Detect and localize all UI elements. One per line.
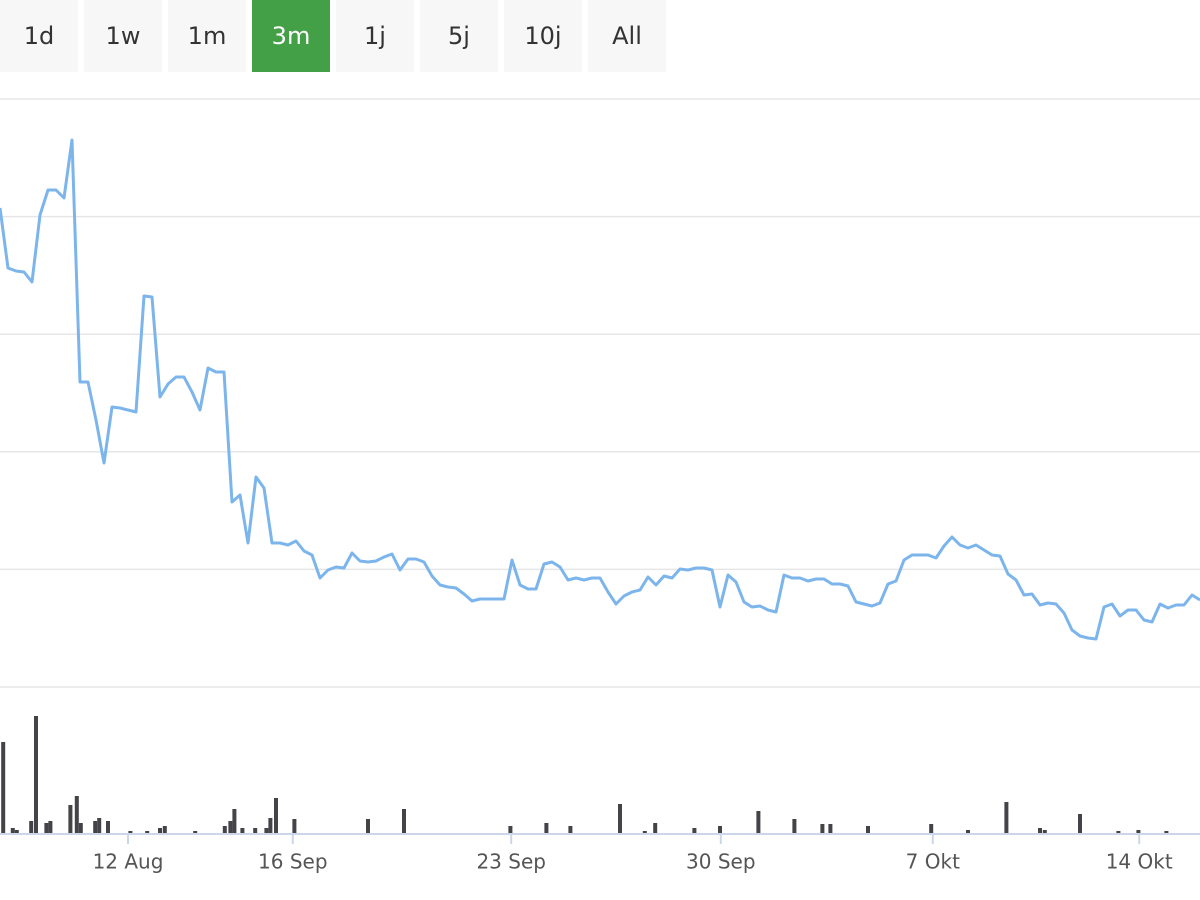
volume-bar [929, 824, 934, 833]
volume-bar [44, 823, 49, 833]
volume-bar [756, 811, 761, 833]
volume-bar [653, 823, 658, 833]
range-button[interactable]: 1w [84, 0, 162, 72]
volume-bar [14, 830, 19, 833]
volume-bar [1164, 831, 1169, 833]
range-button[interactable]: All [588, 0, 666, 72]
x-tick-label: 7 Okt [906, 850, 960, 874]
range-button[interactable]: 1d [0, 0, 78, 72]
volume-bar [232, 809, 237, 833]
volume-bar [1078, 814, 1082, 833]
volume-bar [193, 831, 198, 833]
volume-bar [274, 798, 278, 833]
volume-bar [618, 804, 622, 833]
volume-bar [866, 826, 870, 833]
x-tick-label: 12 Aug [93, 850, 164, 874]
volume-bar [264, 828, 269, 833]
volume-bar [268, 818, 273, 833]
volume-bar [162, 826, 167, 833]
volume-bar [792, 819, 797, 833]
volume-bar [10, 828, 15, 833]
range-button[interactable]: 5j [420, 0, 498, 72]
volume-bar [366, 819, 370, 833]
volume-bar [253, 828, 258, 833]
volume-bar [820, 824, 825, 833]
volume-bar [1136, 830, 1141, 833]
volume-bar [1, 742, 6, 833]
range-button[interactable]: 3m [252, 0, 330, 72]
volume-bar [240, 828, 245, 833]
volume-bar [78, 823, 83, 833]
volume-bar [568, 826, 573, 833]
volume-bar [402, 809, 406, 833]
volume-bar [68, 805, 73, 833]
volume-bar [1116, 831, 1121, 833]
volume-bar [48, 821, 53, 833]
range-button[interactable]: 1m [168, 0, 246, 72]
volume-bar [228, 821, 233, 833]
volume-bar [74, 796, 79, 833]
volume-bar [97, 818, 102, 833]
x-tick-label: 23 Sep [476, 850, 546, 874]
volume-bar [642, 831, 647, 833]
volume-bar [29, 821, 34, 833]
volume-bar [692, 828, 697, 833]
volume-bar [828, 824, 833, 833]
volume-bar [106, 821, 110, 833]
volume-bar [1038, 828, 1042, 833]
volume-bar [544, 823, 549, 833]
volume-bar [292, 819, 297, 833]
x-tick-label: 14 Okt [1106, 850, 1173, 874]
volume-bar [1042, 830, 1047, 833]
volume-bar [93, 821, 98, 833]
volume-bar [508, 826, 513, 833]
price-line [0, 138, 1200, 641]
x-tick-label: 30 Sep [686, 850, 756, 874]
range-button[interactable]: 10j [504, 0, 582, 72]
volume-bar [222, 826, 227, 833]
volume-bar [128, 831, 133, 833]
volume-bar [718, 826, 722, 833]
volume-bar [145, 831, 150, 833]
x-tick-label: 16 Sep [258, 850, 328, 874]
volume-bar [158, 828, 162, 833]
volume-bar [34, 716, 38, 833]
volume-bar [1004, 802, 1009, 833]
volume-bar [966, 830, 970, 833]
range-button[interactable]: 1j [336, 0, 414, 72]
